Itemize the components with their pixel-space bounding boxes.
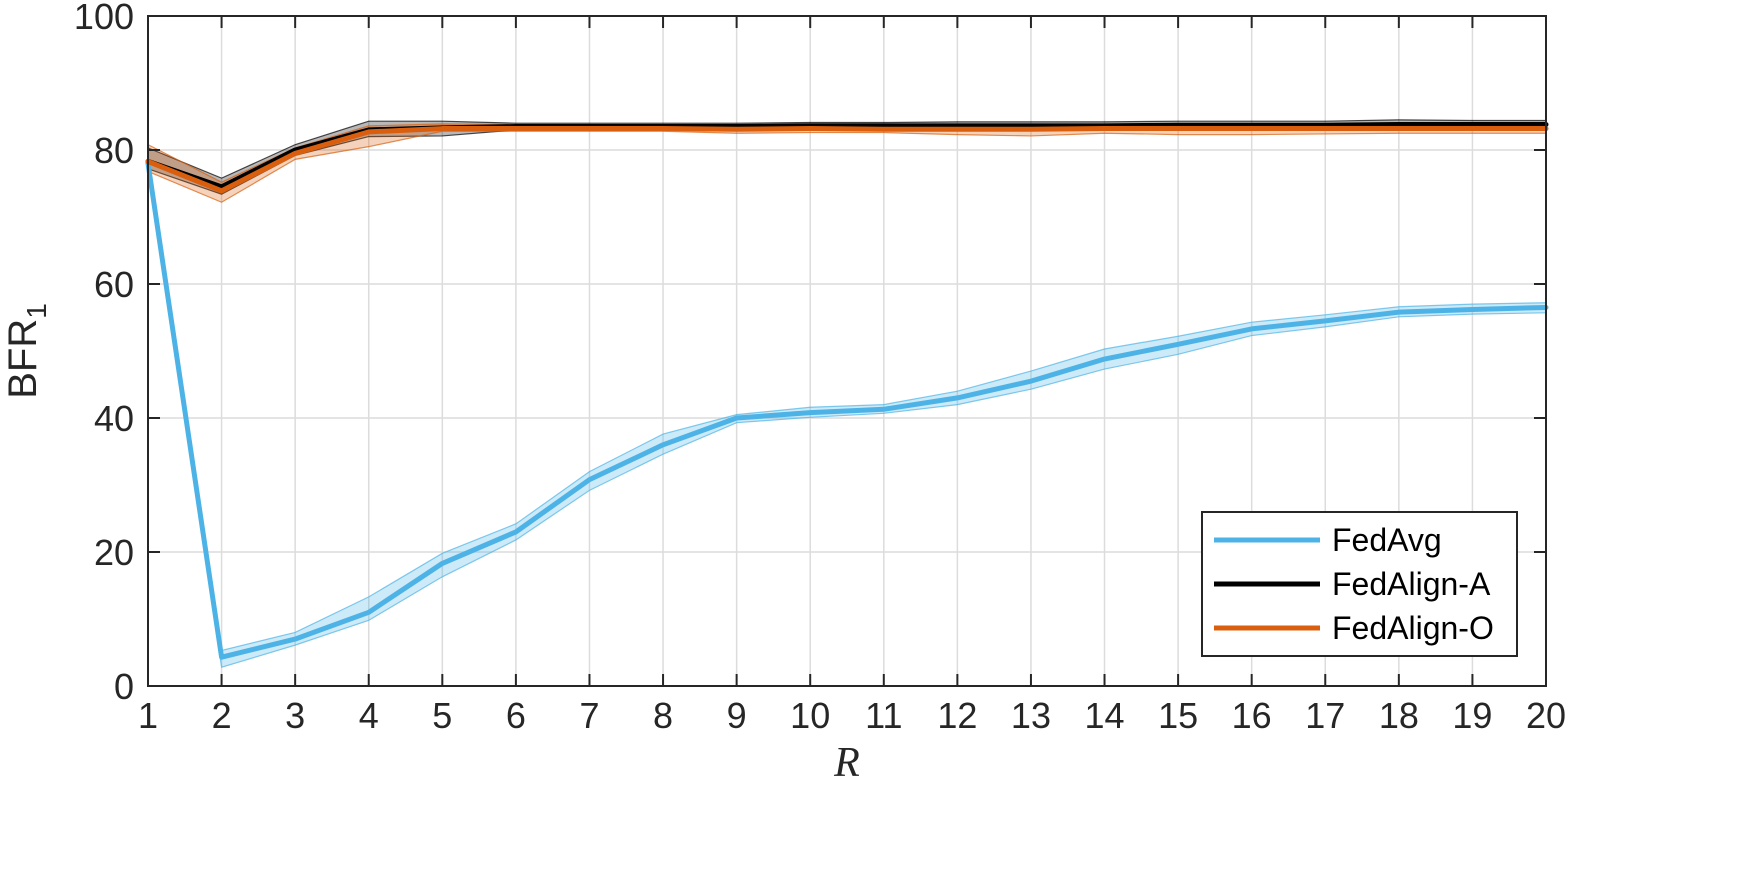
y-tick-label: 0 [114,666,134,707]
x-tick-label: 15 [1158,695,1198,736]
x-tick-label: 6 [506,695,526,736]
x-tick-label: 12 [937,695,977,736]
y-axis-label: BFR1 [1,303,52,399]
y-axis-label-subscript: 1 [21,303,52,319]
y-tick-label: 100 [74,0,134,37]
y-tick-label: 80 [94,130,134,171]
legend-label: FedAvg [1332,522,1442,558]
x-tick-label: 20 [1526,695,1566,736]
y-tick-label: 60 [94,264,134,305]
band-upper-edge [147,159,1547,652]
x-tick-label: 5 [432,695,452,736]
x-tick-label: 19 [1452,695,1492,736]
band-lower-edge [147,167,1547,669]
x-tick-label: 14 [1085,695,1125,736]
x-tick-label: 1 [138,695,158,736]
x-axis-ticks: 1 2 3 4 5 6 7 8 9 10 11 12 13 14 15 16 17 18 19 20 [138,16,1566,736]
band-lower-edge [147,130,1546,203]
x-tick-label: 18 [1379,695,1419,736]
x-tick-label: 16 [1232,695,1272,736]
x-tick-label: 4 [359,695,379,736]
legend-label: FedAlign-O [1332,610,1494,646]
y-axis-label-main: BFR [1,319,45,399]
y-tick-label: 20 [94,532,134,573]
x-tick-label: 13 [1011,695,1051,736]
x-tick-label: 8 [653,695,673,736]
series-line-fedavg [145,160,1549,660]
y-axis-ticks: 0 20 40 60 80 100 [74,0,1546,707]
series-line-fedalign-o [145,126,1549,194]
series-lines [145,122,1549,660]
x-axis-label: R [833,740,860,786]
legend: FedAvg FedAlign-A FedAlign-O [1201,511,1518,657]
band-upper-edge [147,119,1546,179]
x-tick-label: 17 [1305,695,1345,736]
legend-label: FedAlign-A [1332,566,1491,602]
band-fedalign-o [148,123,1546,203]
plot-frame [147,15,1547,687]
x-tick-label: 10 [790,695,830,736]
x-tick-label: 7 [579,695,599,736]
y-tick-label: 40 [94,398,134,439]
x-tick-label: 11 [865,695,902,736]
x-tick-label: 9 [727,695,747,736]
x-tick-label: 2 [212,695,232,736]
x-tick-label: 3 [285,695,305,736]
